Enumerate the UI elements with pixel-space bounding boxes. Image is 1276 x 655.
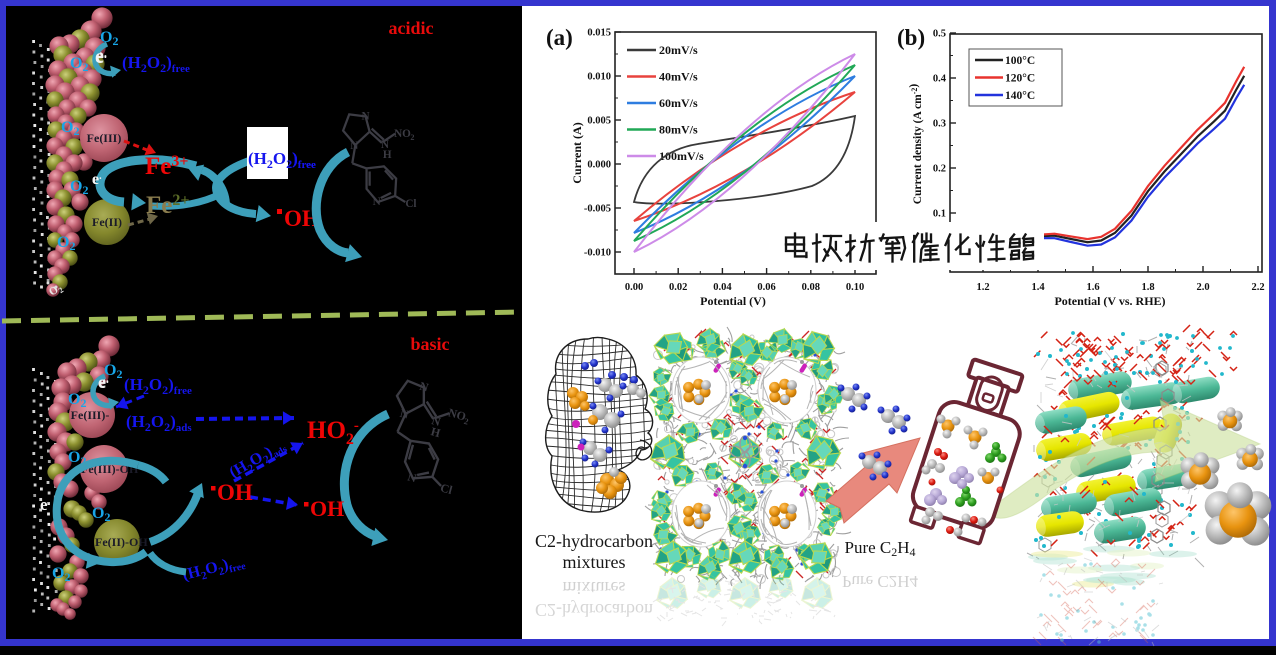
svg-text:Potential (V): Potential (V) [700,294,766,308]
svg-text:N: N [398,406,410,422]
svg-text:0.015: 0.015 [587,28,611,39]
svg-text:0.000: 0.000 [587,160,611,171]
svg-text:NO: NO [394,128,411,140]
svg-text:Fe(III): Fe(III) [87,131,122,145]
svg-text:O2: O2 [70,55,88,74]
svg-text:Current density (A cm-2): Current density (A cm-2) [908,84,924,205]
svg-text:0.5: 0.5 [933,29,946,40]
svg-text:2: 2 [410,133,414,142]
svg-text:Pure C2H4: Pure C2H4 [844,538,915,559]
svg-text:0.06: 0.06 [757,282,775,293]
svg-text:N: N [381,139,389,151]
svg-text:e.: e. [40,495,51,514]
svg-text:Current (A): Current (A) [570,122,584,183]
svg-text:Cl: Cl [439,480,455,497]
svg-text:N: N [406,469,418,485]
svg-text:N: N [373,196,381,208]
svg-text:2.0: 2.0 [1196,282,1209,293]
svg-text:Fe3+: Fe3+ [145,153,189,180]
svg-text:20mV/s: 20mV/s [659,43,698,57]
svg-text:O2: O2 [104,362,122,381]
svg-text:mixtures: mixtures [563,578,626,598]
svg-text:0.02: 0.02 [669,282,687,293]
svg-text:0.4: 0.4 [933,74,947,85]
svg-text:N: N [350,140,358,152]
svg-text:0.005: 0.005 [587,116,611,127]
svg-text:0.04: 0.04 [713,282,732,293]
svg-text:O2: O2 [68,391,86,410]
svg-text:Fe(III)-: Fe(III)- [71,408,110,422]
svg-text:Fe(II)-OH: Fe(II)-OH [95,535,148,549]
svg-text:2.2: 2.2 [1251,282,1264,293]
svg-text:basic: basic [410,334,449,354]
svg-text:0.010: 0.010 [587,72,611,83]
svg-text:e.: e. [92,171,102,188]
svg-text:e.: e. [95,45,107,67]
svg-text:acidic: acidic [389,18,434,38]
svg-text:-0.010: -0.010 [584,248,611,259]
svg-text:Potential (V vs. RHE): Potential (V vs. RHE) [1054,294,1165,308]
svg-text:0.08: 0.08 [802,282,820,293]
svg-text:O2: O2 [92,505,110,524]
svg-text:120°C: 120°C [1005,73,1035,85]
svg-text:0.00: 0.00 [625,282,643,293]
svg-text:Cl: Cl [405,198,416,210]
svg-text:100°C: 100°C [1005,55,1035,67]
svg-text:0.2: 0.2 [933,164,946,175]
svg-text:80mV/s: 80mV/s [659,123,698,137]
svg-text:1.4: 1.4 [1031,282,1045,293]
svg-text:60mV/s: 60mV/s [659,96,698,110]
svg-text:O2: O2 [70,178,88,197]
svg-text:N: N [361,110,369,122]
svg-text:0.3: 0.3 [933,119,946,130]
svg-text:O2: O2 [52,565,70,584]
svg-text:0.10: 0.10 [846,282,864,293]
svg-text:mixtures: mixtures [563,552,626,572]
svg-text:Fe2+: Fe2+ [146,192,190,219]
svg-text:e.: e. [98,371,109,391]
svg-text:e.: e. [95,46,107,68]
svg-text:NO: NO [447,405,468,423]
svg-text:N: N [430,413,442,429]
svg-text:Pure C2H4: Pure C2H4 [842,572,919,591]
svg-text:O2: O2 [57,234,75,253]
svg-text:0.1: 0.1 [933,209,946,220]
svg-text:1.6: 1.6 [1086,282,1099,293]
svg-text:140°C: 140°C [1005,90,1035,102]
svg-text:Fe(II): Fe(II) [92,215,122,229]
svg-text:C2-hydrocarbon: C2-hydrocarbon [535,600,653,620]
svg-text:H: H [429,424,442,440]
svg-text:OH: OH [310,496,344,521]
svg-text:e.: e. [98,372,109,392]
svg-text:N: N [418,379,430,395]
svg-text:C2-hydrocarbon: C2-hydrocarbon [535,531,653,551]
svg-text:2: 2 [463,416,470,427]
svg-text:1.2: 1.2 [976,282,989,293]
svg-text:(b): (b) [897,25,925,50]
svg-text:OH: OH [217,480,253,505]
svg-text:1.8: 1.8 [1141,282,1154,293]
svg-text:(a): (a) [546,25,573,50]
svg-text:H: H [383,149,392,161]
svg-text:-0.005: -0.005 [584,204,611,215]
svg-text:40mV/s: 40mV/s [659,70,698,84]
svg-text:O2: O2 [61,119,79,138]
